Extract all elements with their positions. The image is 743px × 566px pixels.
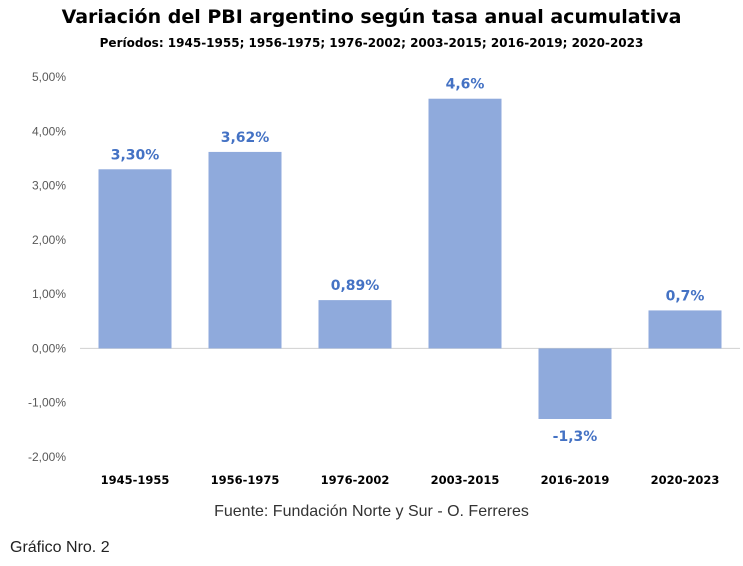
bar xyxy=(538,348,612,419)
chart-title: Variación del PBI argentino según tasa a… xyxy=(61,6,682,28)
x-tick-label: 1956-1975 xyxy=(211,473,280,487)
figure-caption: Gráfico Nro. 2 xyxy=(10,539,110,556)
data-label: 0,89% xyxy=(331,278,380,294)
x-tick-label: 1976-2002 xyxy=(321,473,390,487)
data-label: 3,62% xyxy=(221,130,270,146)
y-tick-label: -1,00% xyxy=(28,396,66,410)
y-tick-label: 0,00% xyxy=(32,341,66,355)
data-label: 4,6% xyxy=(446,77,485,93)
y-tick-label: 1,00% xyxy=(32,287,66,301)
data-label: 0,7% xyxy=(666,288,705,304)
x-tick-label: 2020-2023 xyxy=(651,473,720,487)
y-tick-label: 2,00% xyxy=(32,233,66,247)
x-tick-label: 1945-1955 xyxy=(101,473,170,487)
data-label: 3,30% xyxy=(111,147,160,163)
bar xyxy=(318,300,392,349)
y-tick-label: 5,00% xyxy=(32,70,66,84)
y-tick-label: -2,00% xyxy=(28,450,66,464)
bar xyxy=(648,310,722,349)
chart-subtitle: Períodos: 1945-1955; 1956-1975; 1976-200… xyxy=(99,36,644,50)
x-tick-label: 2016-2019 xyxy=(541,473,610,487)
data-label: -1,3% xyxy=(553,429,598,445)
y-tick-label: 3,00% xyxy=(32,179,66,193)
y-tick-label: 4,00% xyxy=(32,124,66,138)
bar xyxy=(428,98,502,349)
x-tick-label: 2003-2015 xyxy=(431,473,500,487)
bar xyxy=(98,169,172,349)
chart-source: Fuente: Fundación Norte y Sur - O. Ferre… xyxy=(214,503,529,520)
bar xyxy=(208,151,282,349)
